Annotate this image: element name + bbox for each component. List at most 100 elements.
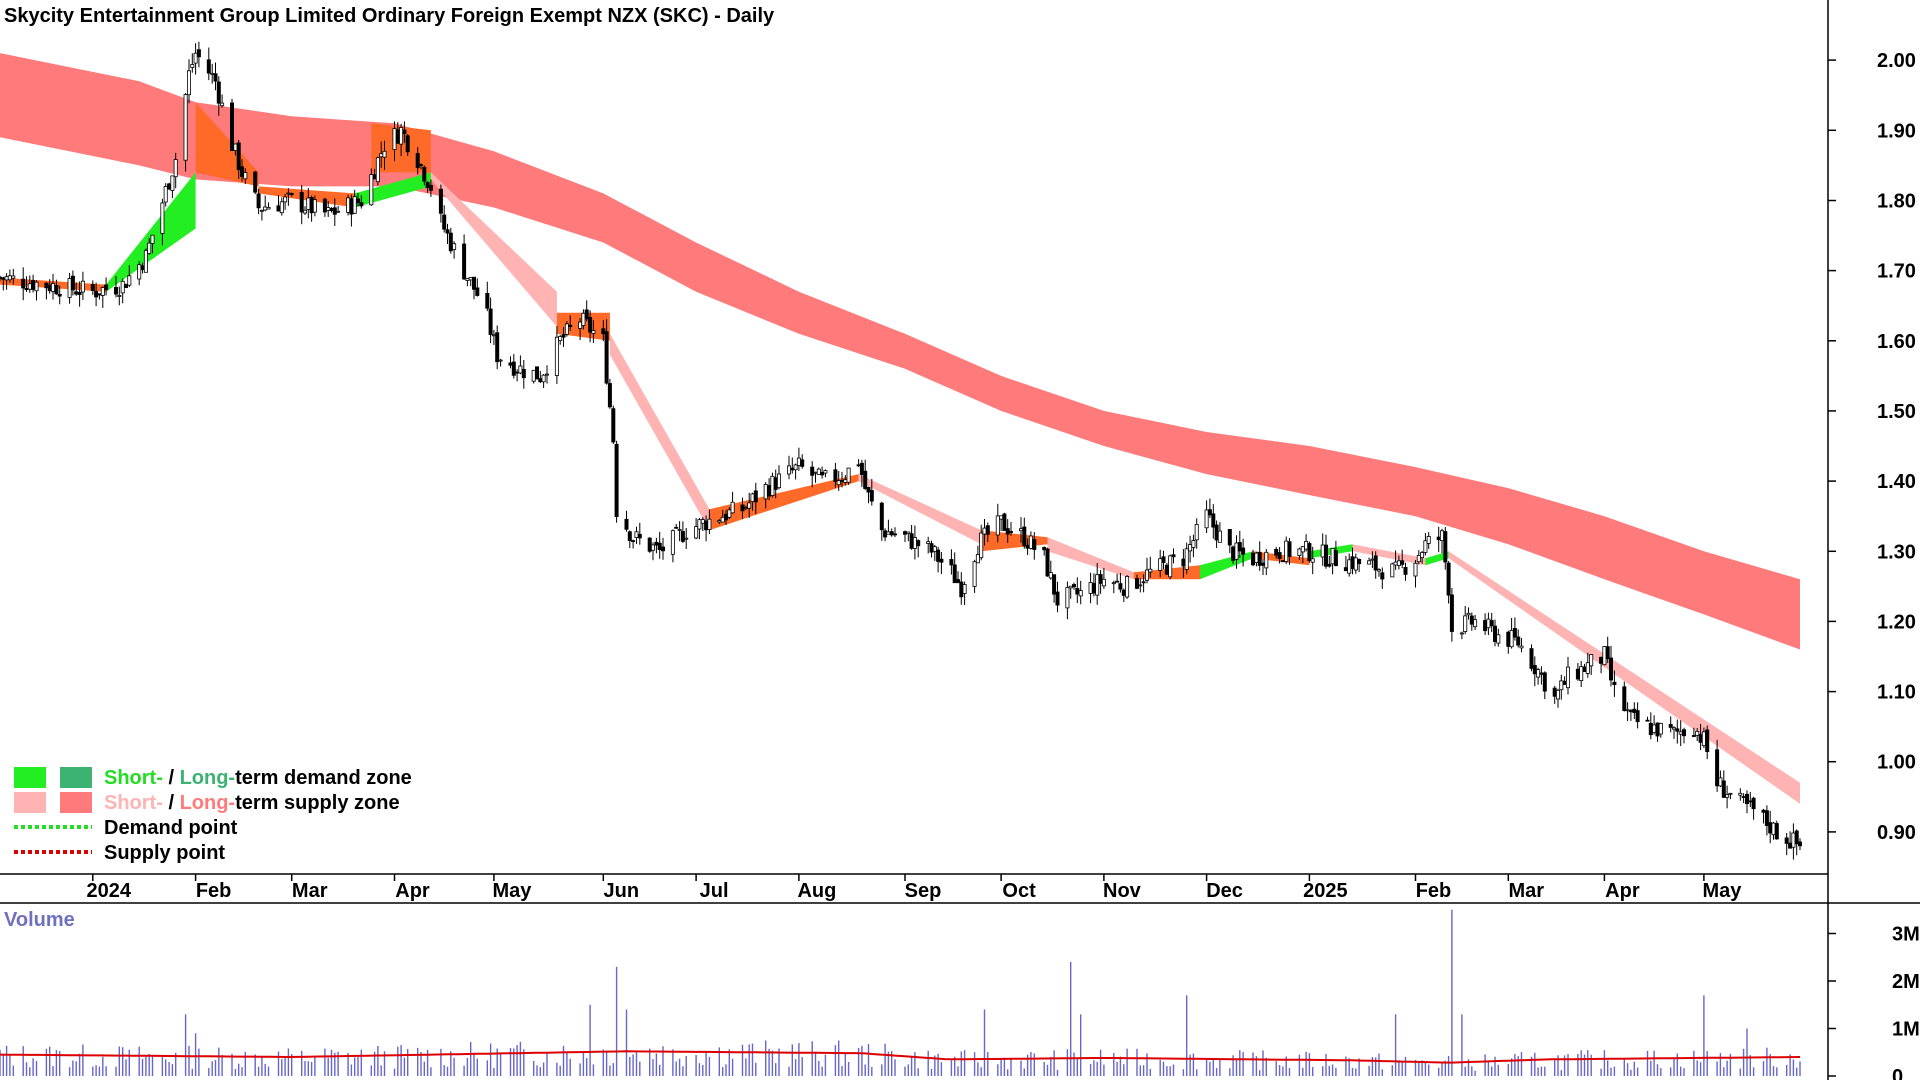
candle-body <box>1353 557 1358 571</box>
candle-body <box>581 312 586 326</box>
candle-2024-01-31 <box>190 53 195 73</box>
candle-body <box>137 264 142 280</box>
candle-body <box>584 309 589 320</box>
date-tick-label: Aug <box>797 880 836 902</box>
short-term-zone-segment <box>258 186 355 208</box>
legend: Short- / Long-term demand zone Short- / … <box>14 767 412 864</box>
candle-body <box>1072 584 1077 588</box>
candle-2025-05-20 <box>1764 805 1769 836</box>
candle-body <box>999 515 1004 520</box>
candle-2024-12-02 <box>1204 500 1209 533</box>
candle-body <box>183 94 188 161</box>
candle-body <box>1725 794 1730 798</box>
candle-body <box>770 475 775 496</box>
candle-2024-08-07 <box>816 467 821 475</box>
date-tick-label: May <box>1702 880 1742 902</box>
candle-2024-05-23 <box>564 321 569 337</box>
candle-2024-09-12 <box>936 546 941 573</box>
candle-2025-04-29 <box>1695 728 1700 741</box>
candle-body <box>956 579 961 583</box>
candle-body <box>747 502 752 509</box>
candle-body <box>94 290 99 298</box>
legend-swatch-long-supply <box>60 792 92 813</box>
volume-tick-label: 0 <box>1892 1066 1903 1080</box>
candle-2024-04-25 <box>471 276 476 300</box>
candle-2024-01-12 <box>127 265 132 288</box>
candle-2024-07-01 <box>694 518 699 540</box>
candle-2024-08-09 <box>823 469 828 478</box>
candle-body <box>932 546 937 552</box>
candle-body <box>1506 631 1511 647</box>
short-term-zone-segment <box>709 474 859 531</box>
candle-2024-03-18 <box>346 194 351 216</box>
candle-2025-04-01 <box>1602 646 1607 666</box>
candle-2024-06-14 <box>637 522 642 545</box>
candle-body <box>1367 560 1372 565</box>
candle-body <box>1231 546 1236 561</box>
candle-2024-10-08 <box>1022 517 1027 549</box>
candle-2024-06-12 <box>631 539 636 549</box>
candle-2024-03-20 <box>352 189 357 214</box>
candle-body <box>1486 618 1491 629</box>
candle-body <box>1264 551 1269 569</box>
candle-2024-06-25 <box>674 523 679 529</box>
candle-body <box>1320 544 1325 558</box>
candle-2024-02-23 <box>266 202 271 210</box>
candle-2024-11-15 <box>1148 556 1153 578</box>
candle-body <box>448 232 453 252</box>
candle-body <box>1469 615 1474 625</box>
candle-2024-10-15 <box>1045 547 1050 577</box>
candle-2024-04-03 <box>399 123 404 157</box>
candle-body <box>1194 524 1199 541</box>
candle-body <box>680 531 685 542</box>
candle-body <box>1403 567 1408 575</box>
candle-2024-04-18 <box>448 227 453 254</box>
candle-2024-11-12 <box>1138 578 1143 593</box>
candle-body <box>1721 780 1726 798</box>
candle-body <box>283 196 288 203</box>
candle-2024-08-02 <box>800 454 805 469</box>
candle-body <box>1542 672 1547 692</box>
candle-2025-01-10 <box>1333 540 1338 567</box>
candle-body <box>44 282 49 289</box>
candle-2024-04-30 <box>488 297 493 344</box>
candle-2025-02-17 <box>1459 631 1464 640</box>
candle-2024-08-29 <box>889 528 894 537</box>
candle-body <box>1158 558 1163 571</box>
candle-body <box>962 584 967 594</box>
candle-2025-05-23 <box>1774 820 1779 840</box>
price-tick-label: 0.90 <box>1877 822 1916 844</box>
candle-body <box>518 365 523 374</box>
legend-swatch-short-supply <box>14 792 46 813</box>
candle-body <box>554 336 559 376</box>
candle-2025-03-18 <box>1556 688 1561 708</box>
candle-2023-12-26 <box>70 270 75 296</box>
candle-body <box>1751 797 1756 810</box>
candle-2024-12-12 <box>1237 530 1242 558</box>
candle-body <box>104 284 109 290</box>
date-tick-label: 2024 <box>87 880 132 902</box>
candle-2024-04-16 <box>442 205 447 233</box>
legend-supply-sep: / <box>163 792 180 814</box>
candle-body <box>1287 541 1292 558</box>
candle-2024-04-22 <box>462 234 467 280</box>
candle-body <box>1748 800 1753 803</box>
candle-body <box>1536 669 1541 678</box>
candle-body <box>306 197 311 210</box>
candle-body <box>322 198 327 213</box>
candle-2024-10-02 <box>1002 512 1007 531</box>
candle-body <box>143 250 148 273</box>
candle-2024-08-30 <box>893 527 898 538</box>
candle-body <box>1217 530 1222 543</box>
candle-body <box>220 102 225 107</box>
candle-body <box>213 73 218 82</box>
candle-body <box>800 459 805 467</box>
candle-2024-06-20 <box>657 531 662 559</box>
candle-body <box>1207 509 1212 516</box>
candle-body <box>1350 556 1355 570</box>
short-term-zone-segment <box>609 333 710 531</box>
candle-body <box>1357 559 1362 565</box>
candle-body <box>77 291 82 295</box>
candle-2024-05-24 <box>568 315 573 331</box>
